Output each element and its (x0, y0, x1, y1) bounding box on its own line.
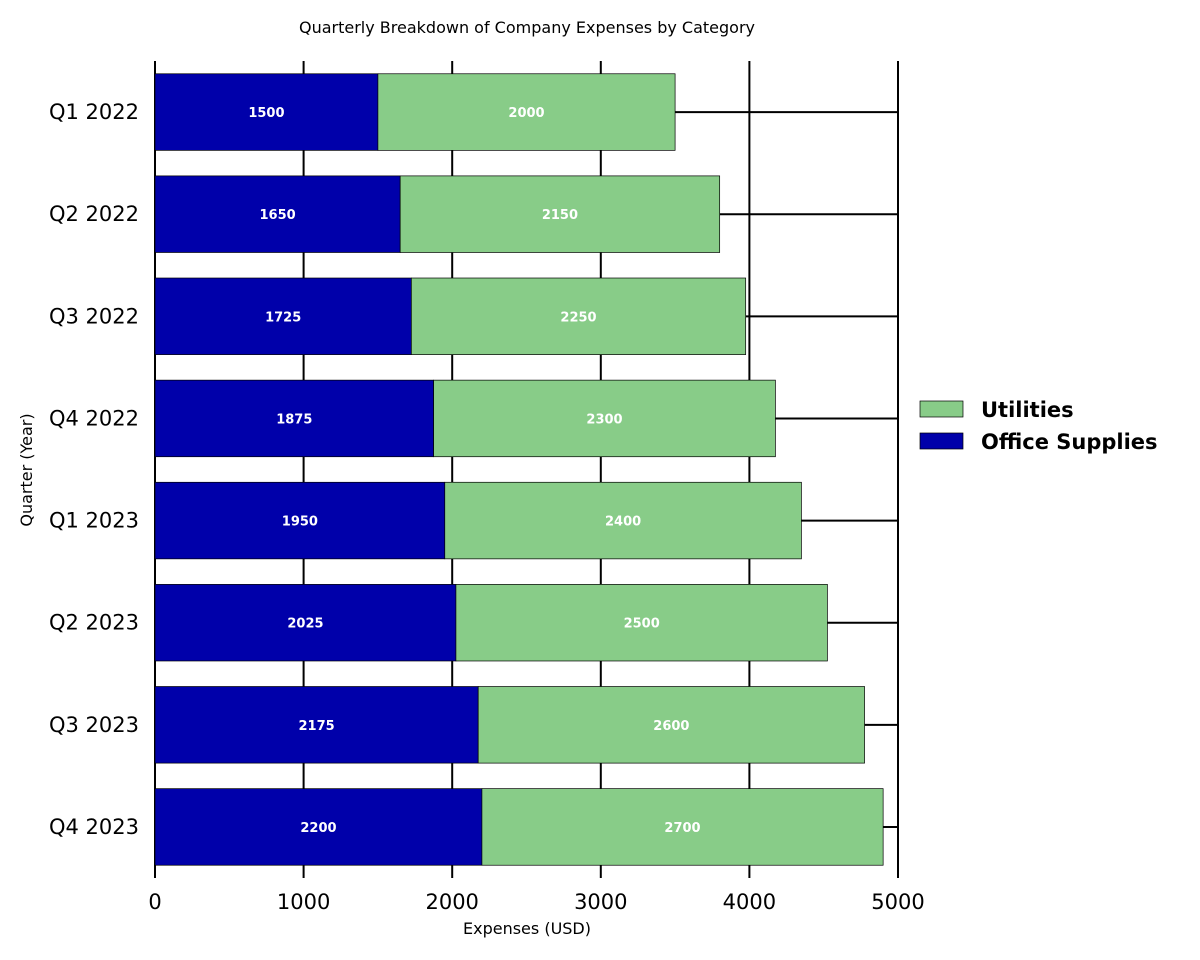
bar-utilities-q3-2023 (477, 686, 865, 764)
bar-label-office-supplies-q3-2023: 2175 (299, 719, 335, 734)
bar-label-utilities-q3-2022: 2250 (560, 310, 596, 325)
bar-utilities-q4-2022 (433, 379, 776, 458)
bar-office-supplies-q4-2023 (154, 788, 483, 866)
bar-label-office-supplies-q2-2022: 1650 (260, 208, 296, 223)
bar-label-utilities-q4-2022: 2300 (586, 412, 622, 427)
axes: Q1 2022 Q2 2022 Q3 2022 Q4 2022 Q1 2023 Q2 20… (49, 100, 925, 914)
bar-utilities-q4-2023 (481, 788, 884, 866)
bar-label-utilities-q2-2022: 2150 (542, 208, 578, 223)
bar-office-supplies-q2-2022 (154, 175, 401, 253)
bar-labels: 1500 2000 1650 2150 1725 2250 1875 2300 1950 2400… (248, 106, 700, 836)
bar-label-utilities-q1-2022: 2000 (508, 106, 544, 121)
bar-label-office-supplies-q1-2022: 1500 (248, 106, 284, 121)
y-tick-label-q4-2023: Q4 2023 (49, 815, 139, 839)
chart-title: Quarterly Breakdown of Company Expenses … (299, 18, 755, 37)
bar-label-office-supplies-q1-2023: 1950 (282, 515, 318, 530)
bar-label-utilities-q2-2023: 2500 (624, 617, 660, 632)
bar-office-supplies-q1-2023 (154, 481, 446, 560)
legend-label-office-supplies: Office Supplies (981, 430, 1158, 454)
bar-office-supplies-q4-2022 (154, 379, 434, 458)
y-tick-label-q2-2022: Q2 2022 (49, 202, 139, 226)
bar-office-supplies-q3-2022 (154, 277, 412, 355)
x-tick-label-1000: 1000 (277, 890, 330, 914)
y-tick-label-q3-2022: Q3 2022 (49, 304, 139, 328)
x-tick-label-0: 0 (148, 890, 161, 914)
y-tick-label-q2-2023: Q2 2023 (49, 611, 139, 635)
bar-label-office-supplies-q4-2022: 1875 (276, 412, 312, 427)
y-tick-label-q3-2023: Q3 2023 (49, 713, 139, 737)
bar-utilities-q1-2023 (444, 481, 802, 560)
bar-office-supplies-q2-2023 (154, 584, 457, 662)
bar-office-supplies-q3-2023 (154, 686, 479, 764)
bar-label-utilities-q3-2023: 2600 (653, 719, 689, 734)
legend-label-utilities: Utilities (981, 398, 1074, 422)
x-tick-label-5000: 5000 (871, 890, 924, 914)
legend: Utilities Office Supplies (919, 398, 1158, 454)
y-tick-label-q1-2023: Q1 2023 (49, 509, 139, 533)
bar-label-office-supplies-q2-2023: 2025 (287, 617, 323, 632)
y-tick-label-q1-2022: Q1 2022 (49, 100, 139, 124)
x-axis-label: Expenses (USD) (463, 919, 591, 938)
bar-utilities-q2-2022 (399, 175, 721, 253)
legend-swatch-utilities (919, 400, 964, 418)
bars (154, 73, 884, 866)
bar-utilities-q2-2023 (455, 584, 828, 662)
bar-label-utilities-q1-2023: 2400 (605, 515, 641, 530)
bar-utilities-q1-2022 (377, 73, 676, 151)
y-axis-label: Quarter (Year) (17, 413, 36, 526)
legend-swatch-office-supplies (919, 432, 964, 450)
bar-label-office-supplies-q4-2023: 2200 (300, 821, 336, 836)
x-tick-label-3000: 3000 (574, 890, 627, 914)
y-tick-label-q4-2022: Q4 2022 (49, 406, 139, 430)
x-tick-label-4000: 4000 (723, 890, 776, 914)
bar-utilities-q3-2022 (410, 277, 747, 355)
bar-label-utilities-q4-2023: 2700 (664, 821, 700, 836)
bar-label-office-supplies-q3-2022: 1725 (265, 310, 301, 325)
x-tick-label-2000: 2000 (425, 890, 478, 914)
